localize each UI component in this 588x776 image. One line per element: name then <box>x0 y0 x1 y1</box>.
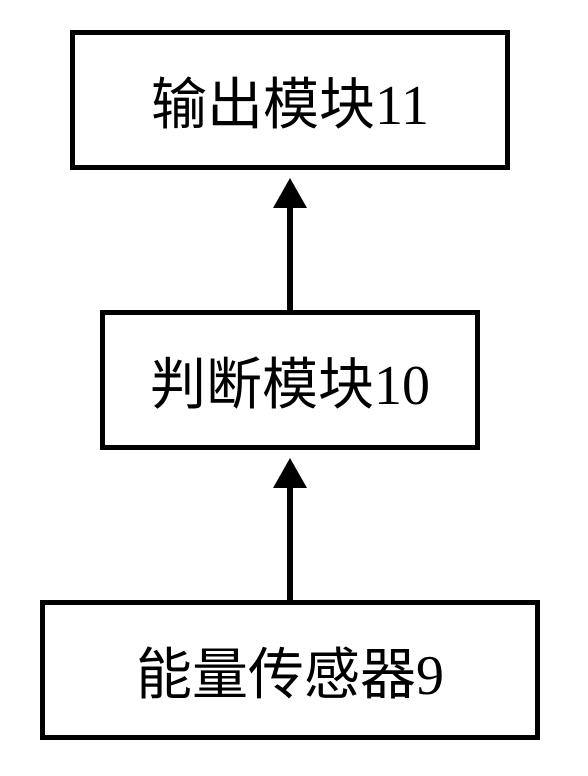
node-sensor-label: 能量传感器9 <box>136 630 444 711</box>
diagram-canvas: 输出模块11 判断模块10 能量传感器9 <box>0 0 588 776</box>
node-output-label: 输出模块11 <box>151 60 429 141</box>
arrow-judge-to-output <box>256 148 324 340</box>
node-judge-label: 判断模块10 <box>150 340 430 421</box>
arrow-sensor-to-judge <box>256 428 324 630</box>
